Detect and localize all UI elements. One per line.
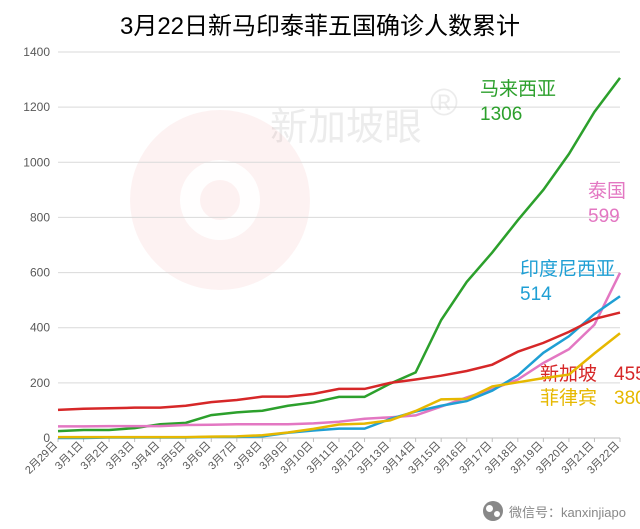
footer-label: 微信号： <box>509 505 561 520</box>
svg-text:马来西亚: 马来西亚 <box>480 78 556 100</box>
footer-value: kanxinjiapo <box>561 505 626 520</box>
wechat-icon <box>483 501 503 521</box>
svg-text:1200: 1200 <box>23 100 50 114</box>
footer: 微信号：kanxinjiapo <box>483 501 626 521</box>
svg-text:455: 455 <box>614 364 640 385</box>
svg-text:800: 800 <box>30 210 50 224</box>
svg-text:泰国: 泰国 <box>588 180 626 202</box>
svg-text:®: ® <box>430 82 458 124</box>
svg-text:2月29日: 2月29日 <box>23 440 60 477</box>
chart-container: 新加坡眼®3月22日新马印泰菲五国确诊人数累计02004006008001000… <box>0 0 640 529</box>
svg-text:1000: 1000 <box>23 155 50 169</box>
svg-text:400: 400 <box>30 321 50 335</box>
svg-text:1306: 1306 <box>480 104 522 125</box>
svg-text:600: 600 <box>30 266 50 280</box>
svg-text:3月22日新马印泰菲五国确诊人数累计: 3月22日新马印泰菲五国确诊人数累计 <box>120 13 520 40</box>
svg-text:印度尼西亚: 印度尼西亚 <box>520 258 615 280</box>
svg-text:514: 514 <box>520 284 552 305</box>
svg-text:200: 200 <box>30 376 50 390</box>
svg-text:380: 380 <box>614 388 640 409</box>
line-chart: 新加坡眼®3月22日新马印泰菲五国确诊人数累计02004006008001000… <box>0 0 640 529</box>
svg-text:1400: 1400 <box>23 45 50 59</box>
svg-text:菲律宾: 菲律宾 <box>540 387 597 409</box>
svg-text:新加坡眼: 新加坡眼 <box>270 107 422 149</box>
svg-text:599: 599 <box>588 206 620 227</box>
